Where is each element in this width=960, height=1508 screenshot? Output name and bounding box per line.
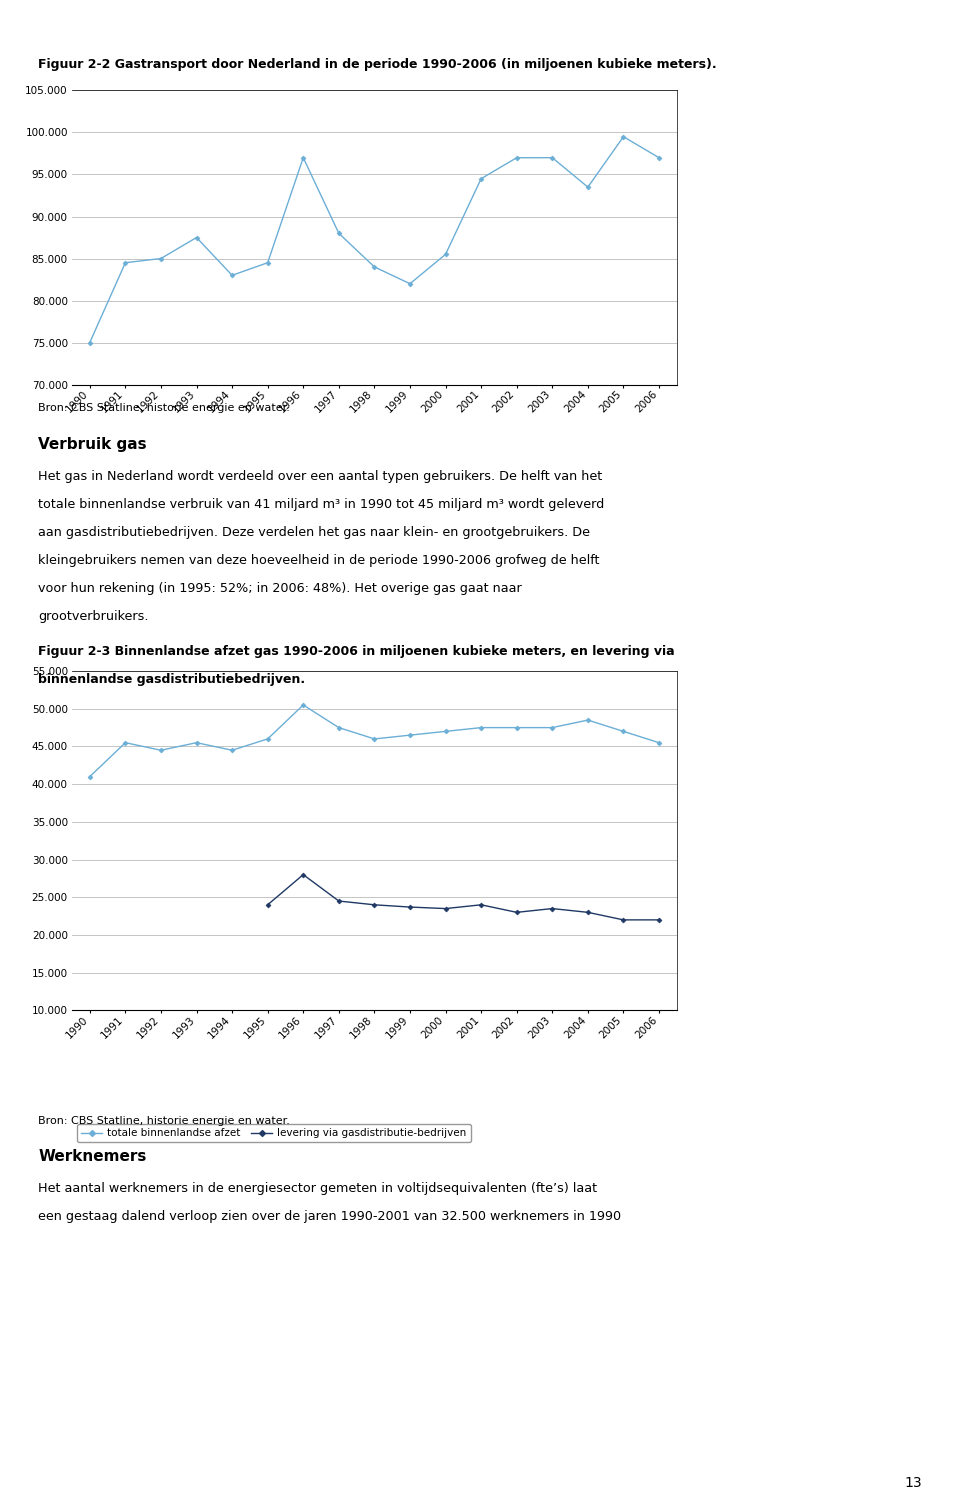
Text: Figuur 2-2 Gastransport door Nederland in de periode 1990-2006 (in miljoenen kub: Figuur 2-2 Gastransport door Nederland i… <box>38 59 717 71</box>
Text: Het aantal werknemers in de energiesector gemeten in voltijdsequivalenten (fte’s: Het aantal werknemers in de energiesecto… <box>38 1182 597 1196</box>
Text: aan gasdistributiebedrijven. Deze verdelen het gas naar klein- en grootgebruiker: aan gasdistributiebedrijven. Deze verdel… <box>38 526 590 540</box>
Text: Figuur 2-3 Binnenlandse afzet gas 1990-2006 in miljoenen kubieke meters, en leve: Figuur 2-3 Binnenlandse afzet gas 1990-2… <box>38 645 675 659</box>
Text: Werknemers: Werknemers <box>38 1149 147 1164</box>
Text: Het gas in Nederland wordt verdeeld over een aantal typen gebruikers. De helft v: Het gas in Nederland wordt verdeeld over… <box>38 470 603 484</box>
Text: voor hun rekening (in 1995: 52%; in 2006: 48%). Het overige gas gaat naar: voor hun rekening (in 1995: 52%; in 2006… <box>38 582 522 596</box>
Legend: totale binnenlandse afzet, levering via gasdistributie-bedrijven: totale binnenlandse afzet, levering via … <box>77 1123 470 1143</box>
Text: Bron: CBS Statline, historie energie en water.: Bron: CBS Statline, historie energie en … <box>38 403 290 413</box>
Text: Verbruik gas: Verbruik gas <box>38 437 147 452</box>
Text: kleingebruikers nemen van deze hoeveelheid in de periode 1990-2006 grofweg de he: kleingebruikers nemen van deze hoeveelhe… <box>38 555 600 567</box>
Text: een gestaag dalend verloop zien over de jaren 1990-2001 van 32.500 werknemers in: een gestaag dalend verloop zien over de … <box>38 1209 621 1223</box>
Text: Bron: CBS Statline, historie energie en water.: Bron: CBS Statline, historie energie en … <box>38 1116 290 1126</box>
Text: totale binnenlandse verbruik van 41 miljard m³ in 1990 tot 45 miljard m³ wordt g: totale binnenlandse verbruik van 41 milj… <box>38 498 605 511</box>
Text: 13: 13 <box>904 1476 922 1490</box>
Text: binnenlandse gasdistributiebedrijven.: binnenlandse gasdistributiebedrijven. <box>38 673 305 686</box>
Text: grootverbruikers.: grootverbruikers. <box>38 609 149 623</box>
